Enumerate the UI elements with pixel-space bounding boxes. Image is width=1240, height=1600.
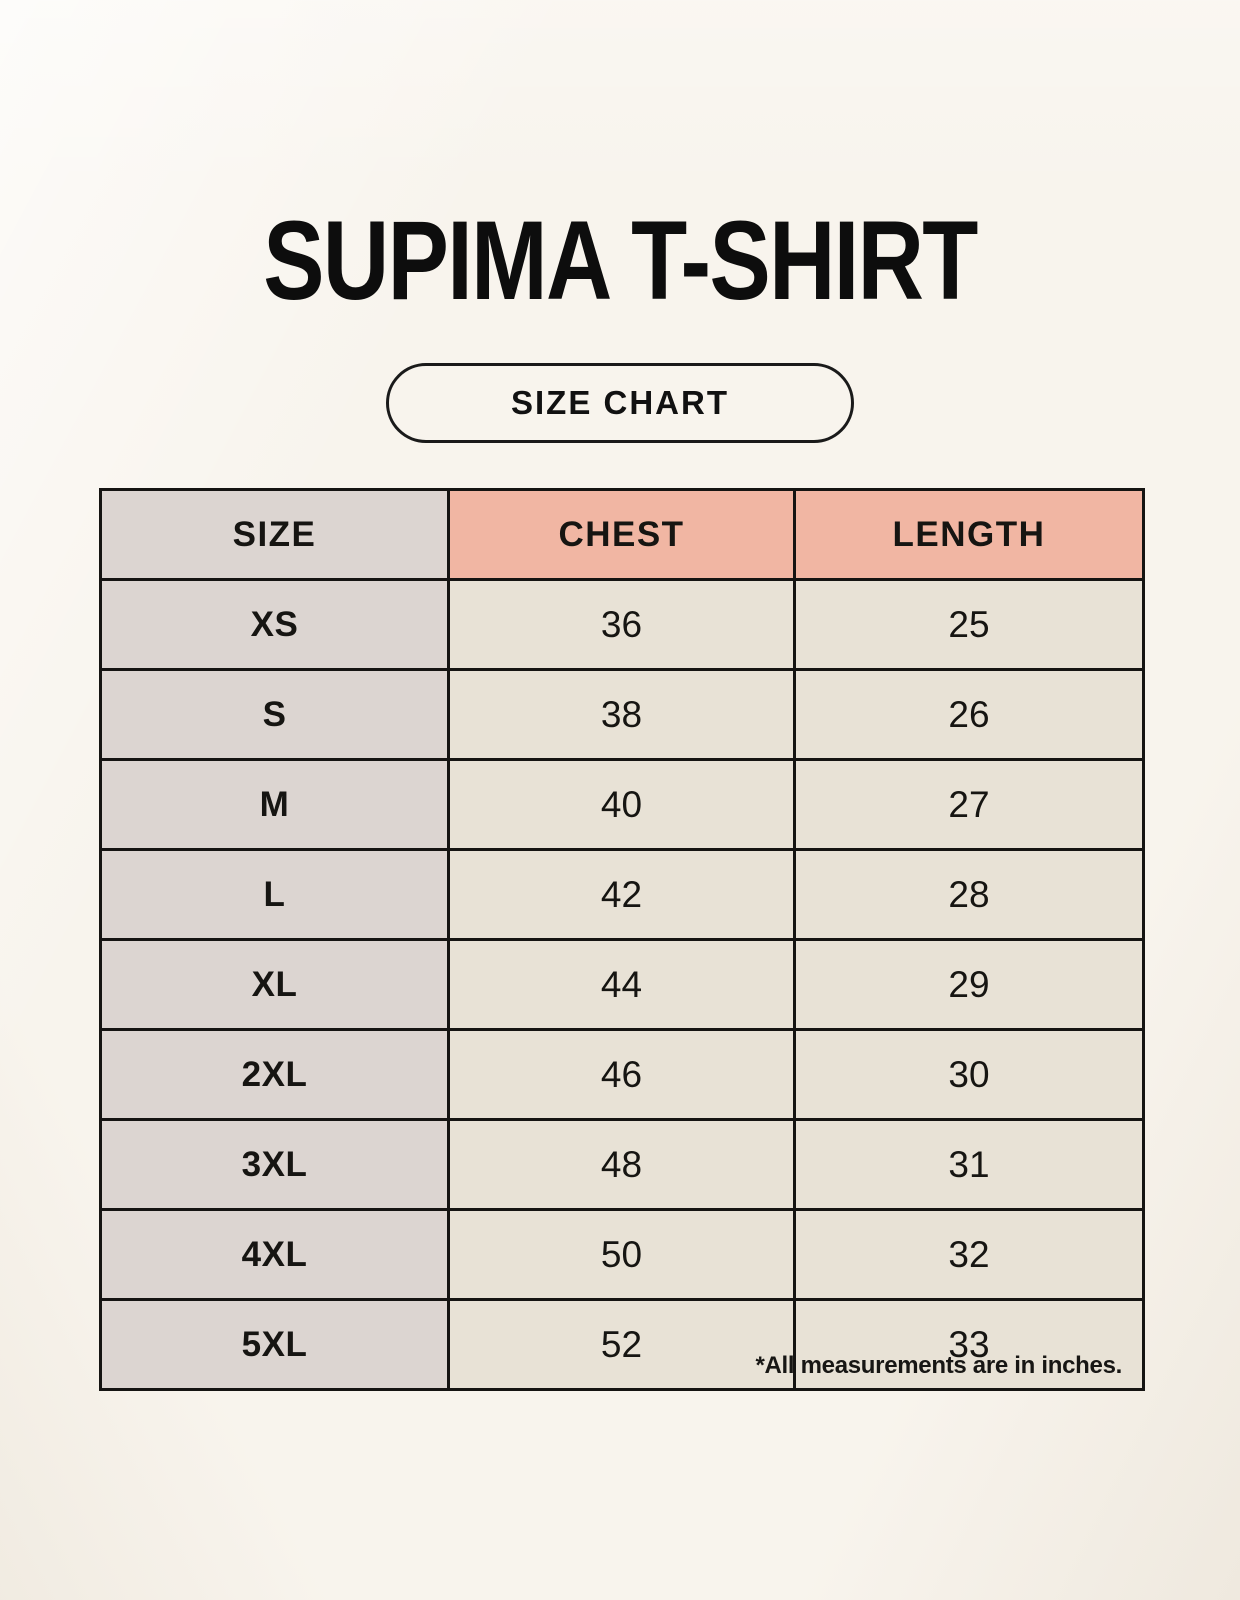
size-label-cell: 5XL — [99, 1298, 450, 1391]
table-row: XS 36 25 — [99, 578, 1145, 671]
table-row: L 42 28 — [99, 848, 1145, 941]
chest-value-cell: 42 — [447, 848, 796, 941]
size-table-body: XS 36 25 S 38 26 M 40 27 L 42 28 XL 44 29 2XL 46 30 3XL 48 3… — [99, 578, 1145, 1391]
size-label-cell: L — [99, 848, 450, 941]
size-label-cell: XS — [99, 578, 450, 671]
size-chart-badge: SIZE CHART — [386, 363, 854, 443]
chest-value-cell: 46 — [447, 1028, 796, 1121]
chest-value-cell: 52 — [447, 1298, 796, 1391]
chest-value-cell: 40 — [447, 758, 796, 851]
table-row: 4XL 50 32 — [99, 1208, 1145, 1301]
header-row: SIZE CHEST LENGTH — [99, 488, 1145, 581]
size-label-cell: 2XL — [99, 1028, 450, 1121]
table-row: 3XL 48 31 — [99, 1118, 1145, 1211]
size-label-cell: 4XL — [99, 1208, 450, 1301]
length-value-cell: 32 — [793, 1208, 1145, 1301]
size-label-cell: XL — [99, 938, 450, 1031]
length-value-cell: 27 — [793, 758, 1145, 851]
chest-value-cell: 50 — [447, 1208, 796, 1301]
length-value-cell: 33 — [793, 1298, 1145, 1391]
table-row: 2XL 46 30 — [99, 1028, 1145, 1121]
length-value-cell: 31 — [793, 1118, 1145, 1211]
size-chart-badge-label: SIZE CHART — [511, 384, 729, 421]
column-header-chest: CHEST — [447, 488, 796, 581]
table-row: M 40 27 — [99, 758, 1145, 851]
size-label-cell: S — [99, 668, 450, 761]
chest-value-cell: 48 — [447, 1118, 796, 1211]
chest-value-cell: 44 — [447, 938, 796, 1031]
size-label-cell: M — [99, 758, 450, 851]
table-row: XL 44 29 — [99, 938, 1145, 1031]
chest-value-cell: 36 — [447, 578, 796, 671]
table-row: 5XL 52 33 — [99, 1298, 1145, 1391]
length-value-cell: 28 — [793, 848, 1145, 941]
column-header-length: LENGTH — [793, 488, 1145, 581]
page-title-text: SUPIMA T-SHIRT — [263, 198, 978, 323]
measurements-footnote: *All measurements are in inches. — [755, 1352, 1122, 1379]
page-title: SUPIMA T-SHIRT — [0, 196, 1240, 325]
length-value-cell: 30 — [793, 1028, 1145, 1121]
chest-value-cell: 38 — [447, 668, 796, 761]
size-table-header: SIZE CHEST LENGTH — [99, 488, 1145, 581]
size-label-cell: 3XL — [99, 1118, 450, 1211]
size-chart-table: SIZE CHEST LENGTH XS 36 25 S 38 26 M 40 27 L 42 28 X… — [99, 488, 1145, 1391]
length-value-cell: 25 — [793, 578, 1145, 671]
table-row: S 38 26 — [99, 668, 1145, 761]
length-value-cell: 29 — [793, 938, 1145, 1031]
size-chart-table-container: SIZE CHEST LENGTH XS 36 25 S 38 26 M 40 27 L 42 28 X… — [99, 488, 1145, 1391]
length-value-cell: 26 — [793, 668, 1145, 761]
column-header-size: SIZE — [99, 488, 450, 581]
